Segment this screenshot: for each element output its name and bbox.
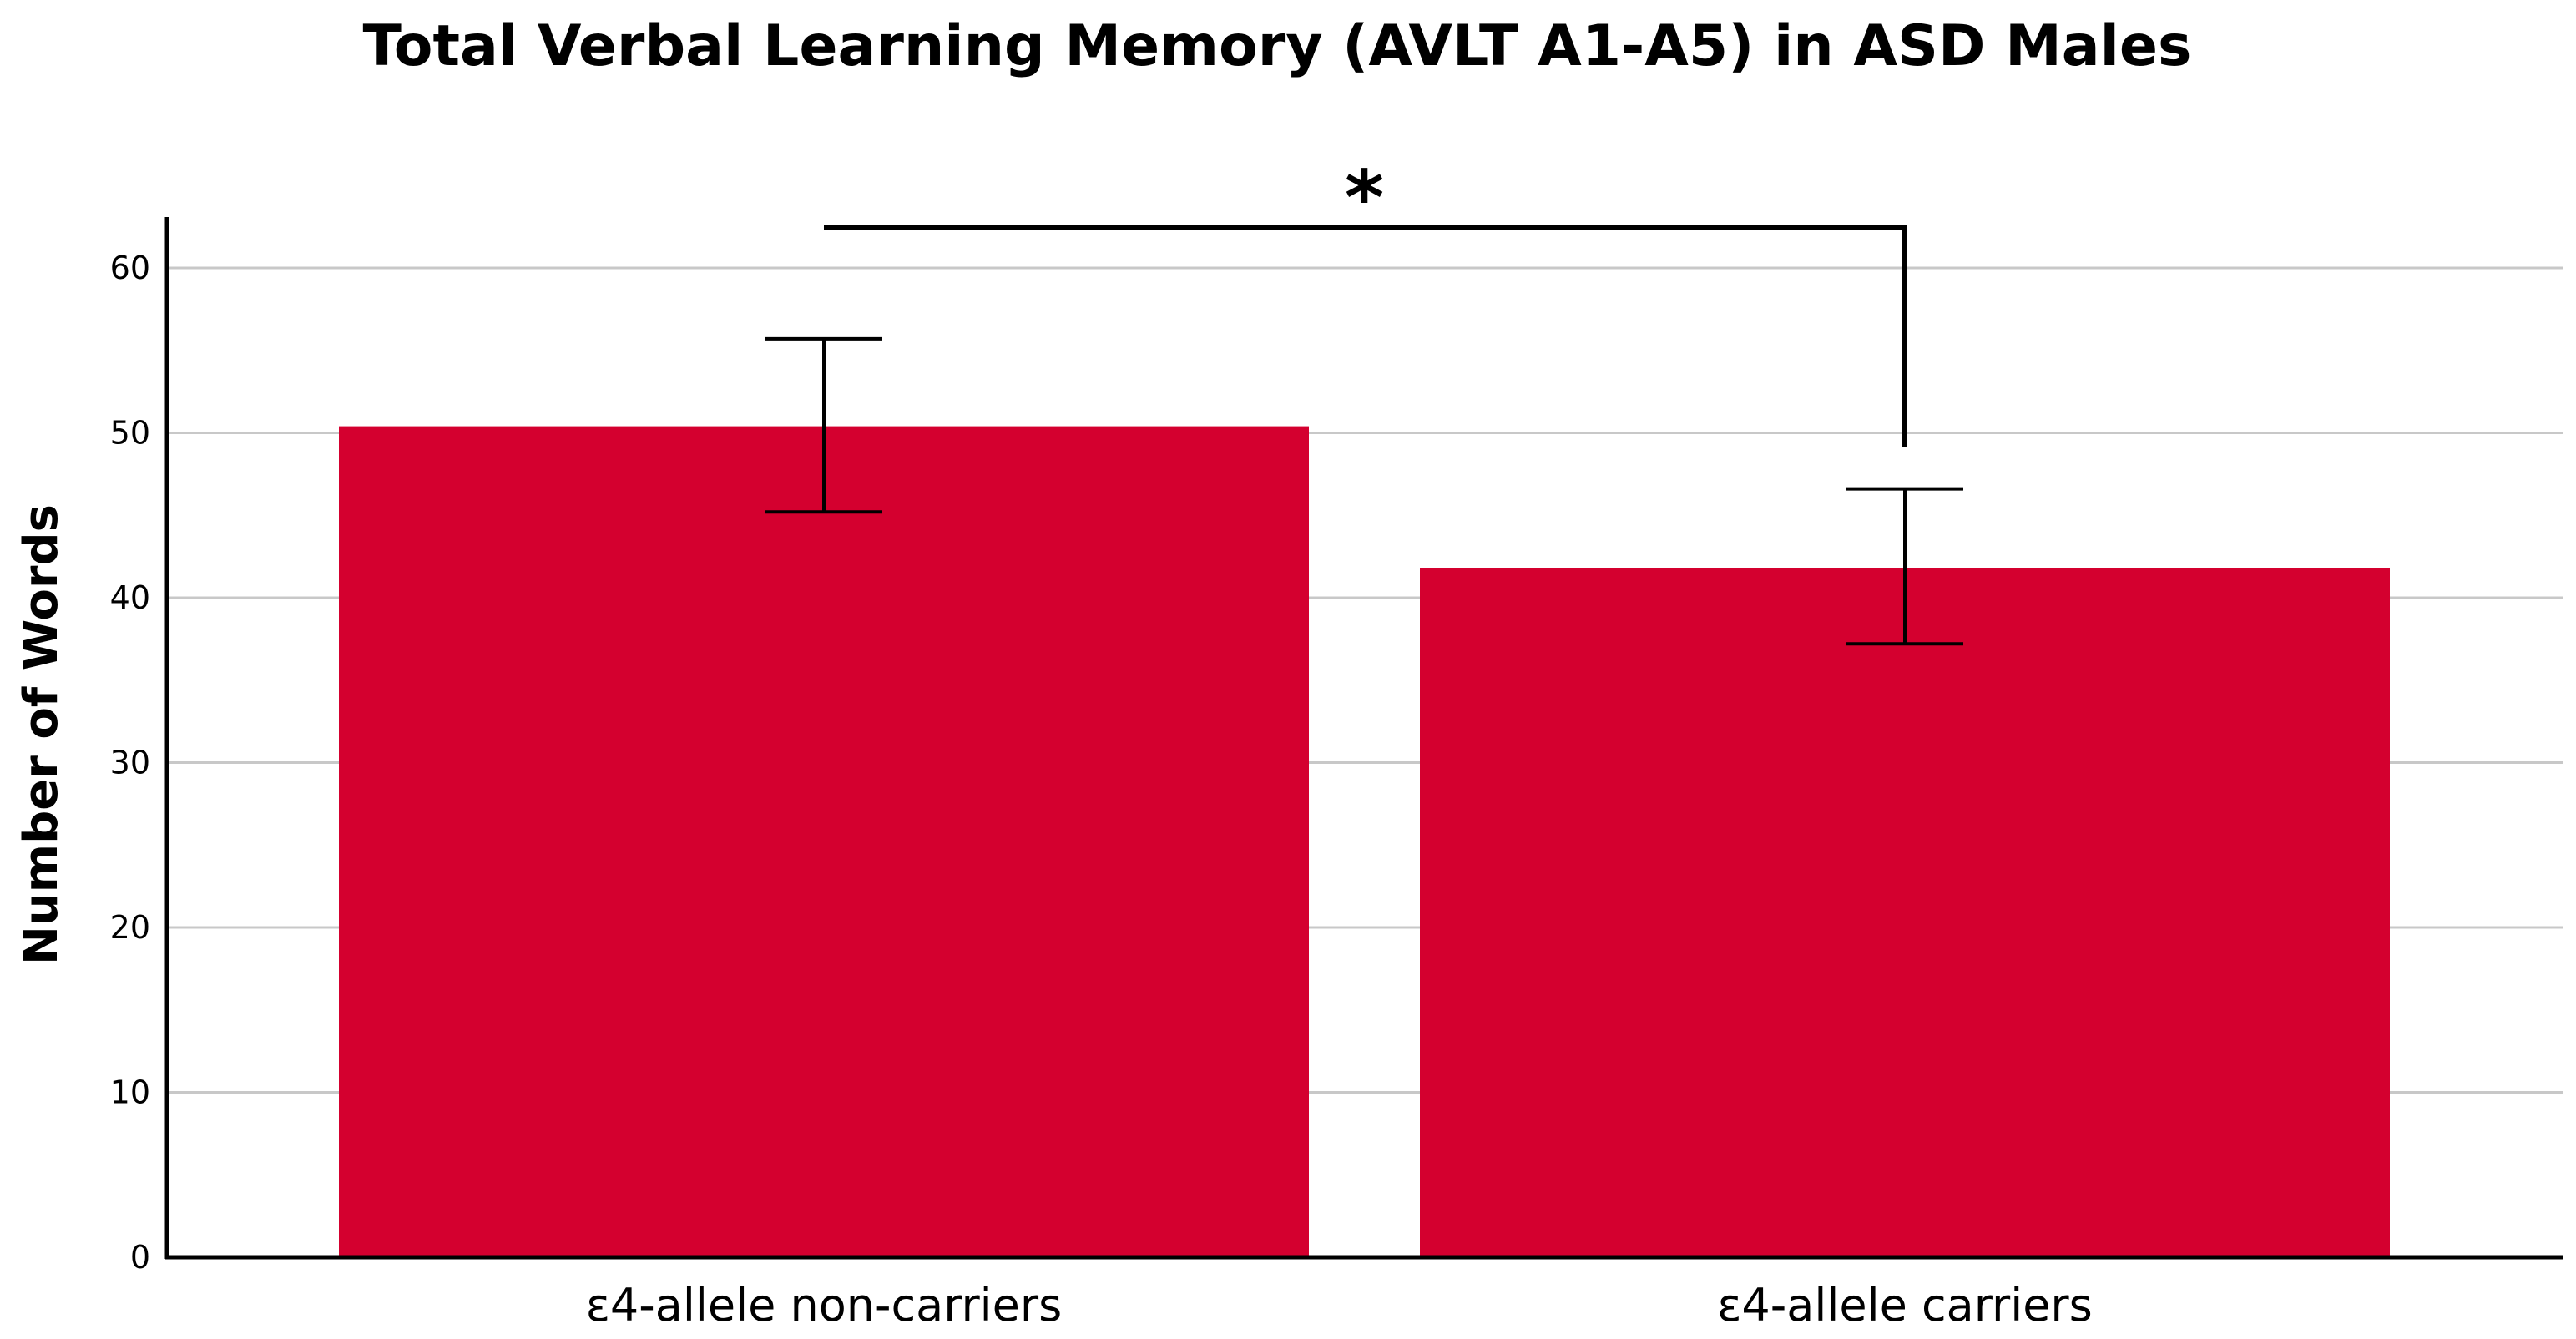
x-tick-labels: ε4-allele non-carriers ε4-allele carriers: [586, 1279, 2093, 1331]
error-bar: [765, 336, 882, 514]
y-tick-label: 0: [130, 1239, 150, 1276]
axes: [164, 217, 2563, 1260]
significance-star: *: [1345, 154, 1384, 242]
y-axis-label: Number of Words: [14, 504, 68, 965]
y-tick-labels: 0 10 20 30 40 50 60: [110, 250, 150, 1276]
chart-title: Total Verbal Learning Memory (AVLT A1-A5…: [362, 13, 2191, 79]
error-bar: [1846, 487, 1963, 646]
significance-bracket: *: [824, 154, 1907, 447]
y-tick-label: 40: [110, 579, 150, 616]
error-bars: [765, 336, 1963, 646]
x-tick-label: ε4-allele non-carriers: [586, 1279, 1063, 1331]
y-tick-label: 20: [110, 909, 150, 946]
y-tick-label: 30: [110, 745, 150, 781]
x-tick-label: ε4-allele carriers: [1717, 1279, 2093, 1331]
y-tick-label: 50: [110, 415, 150, 452]
y-tick-label: 10: [110, 1074, 150, 1111]
y-tick-label: 60: [110, 250, 150, 286]
bar: [1420, 568, 2390, 1257]
significance-line: [824, 225, 1907, 447]
bar: [339, 426, 1309, 1258]
bars: [339, 426, 2390, 1258]
